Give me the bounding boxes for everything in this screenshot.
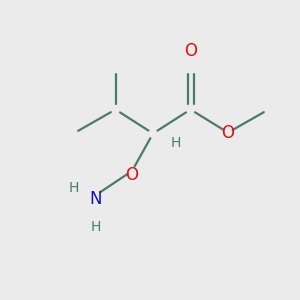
Text: N: N <box>89 190 102 208</box>
Text: O: O <box>184 42 197 60</box>
Text: O: O <box>221 124 235 142</box>
Text: O: O <box>125 166 139 184</box>
Text: H: H <box>171 136 181 150</box>
Text: H: H <box>68 181 79 194</box>
Text: H: H <box>90 220 100 234</box>
